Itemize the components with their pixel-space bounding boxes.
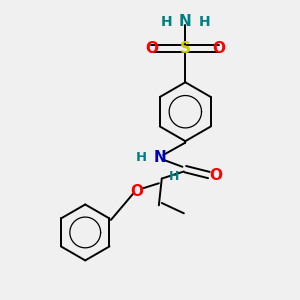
- Text: O: O: [145, 41, 158, 56]
- Text: O: O: [130, 184, 143, 199]
- Text: S: S: [180, 41, 191, 56]
- Text: O: O: [210, 167, 223, 182]
- Text: N: N: [154, 150, 167, 165]
- Text: H: H: [160, 15, 172, 29]
- Text: H: H: [136, 151, 147, 164]
- Text: O: O: [213, 41, 226, 56]
- Text: N: N: [179, 14, 192, 29]
- Text: H: H: [169, 170, 180, 183]
- Text: H: H: [199, 15, 210, 29]
